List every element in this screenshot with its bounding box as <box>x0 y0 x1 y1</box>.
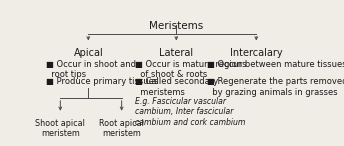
Text: ■ Called secondary
  meristems: ■ Called secondary meristems <box>135 77 218 97</box>
Text: Shoot apical
meristem: Shoot apical meristem <box>35 119 85 138</box>
Text: ■ Occur in shoot and
  root tips: ■ Occur in shoot and root tips <box>46 60 136 79</box>
Text: Intercalary: Intercalary <box>230 48 282 58</box>
Text: Lateral: Lateral <box>159 48 193 58</box>
Text: Apical: Apical <box>74 48 103 58</box>
Text: E.g. Fascicular vascular
cambium, Inter fascicular
cambium and cork cambium: E.g. Fascicular vascular cambium, Inter … <box>135 97 245 127</box>
Text: Root apical
meristem: Root apical meristem <box>99 119 144 138</box>
Text: ■ Produce primary tissues: ■ Produce primary tissues <box>46 77 158 86</box>
Text: ■ Regenerate the parts removed
  by grazing animals in grasses: ■ Regenerate the parts removed by grazin… <box>207 77 344 97</box>
Text: Meristems: Meristems <box>149 21 203 31</box>
Text: ■ Occur between mature tissues: ■ Occur between mature tissues <box>207 60 344 69</box>
Text: ■ Occur is mature regions
  of shoot & roots: ■ Occur is mature regions of shoot & roo… <box>135 60 247 79</box>
